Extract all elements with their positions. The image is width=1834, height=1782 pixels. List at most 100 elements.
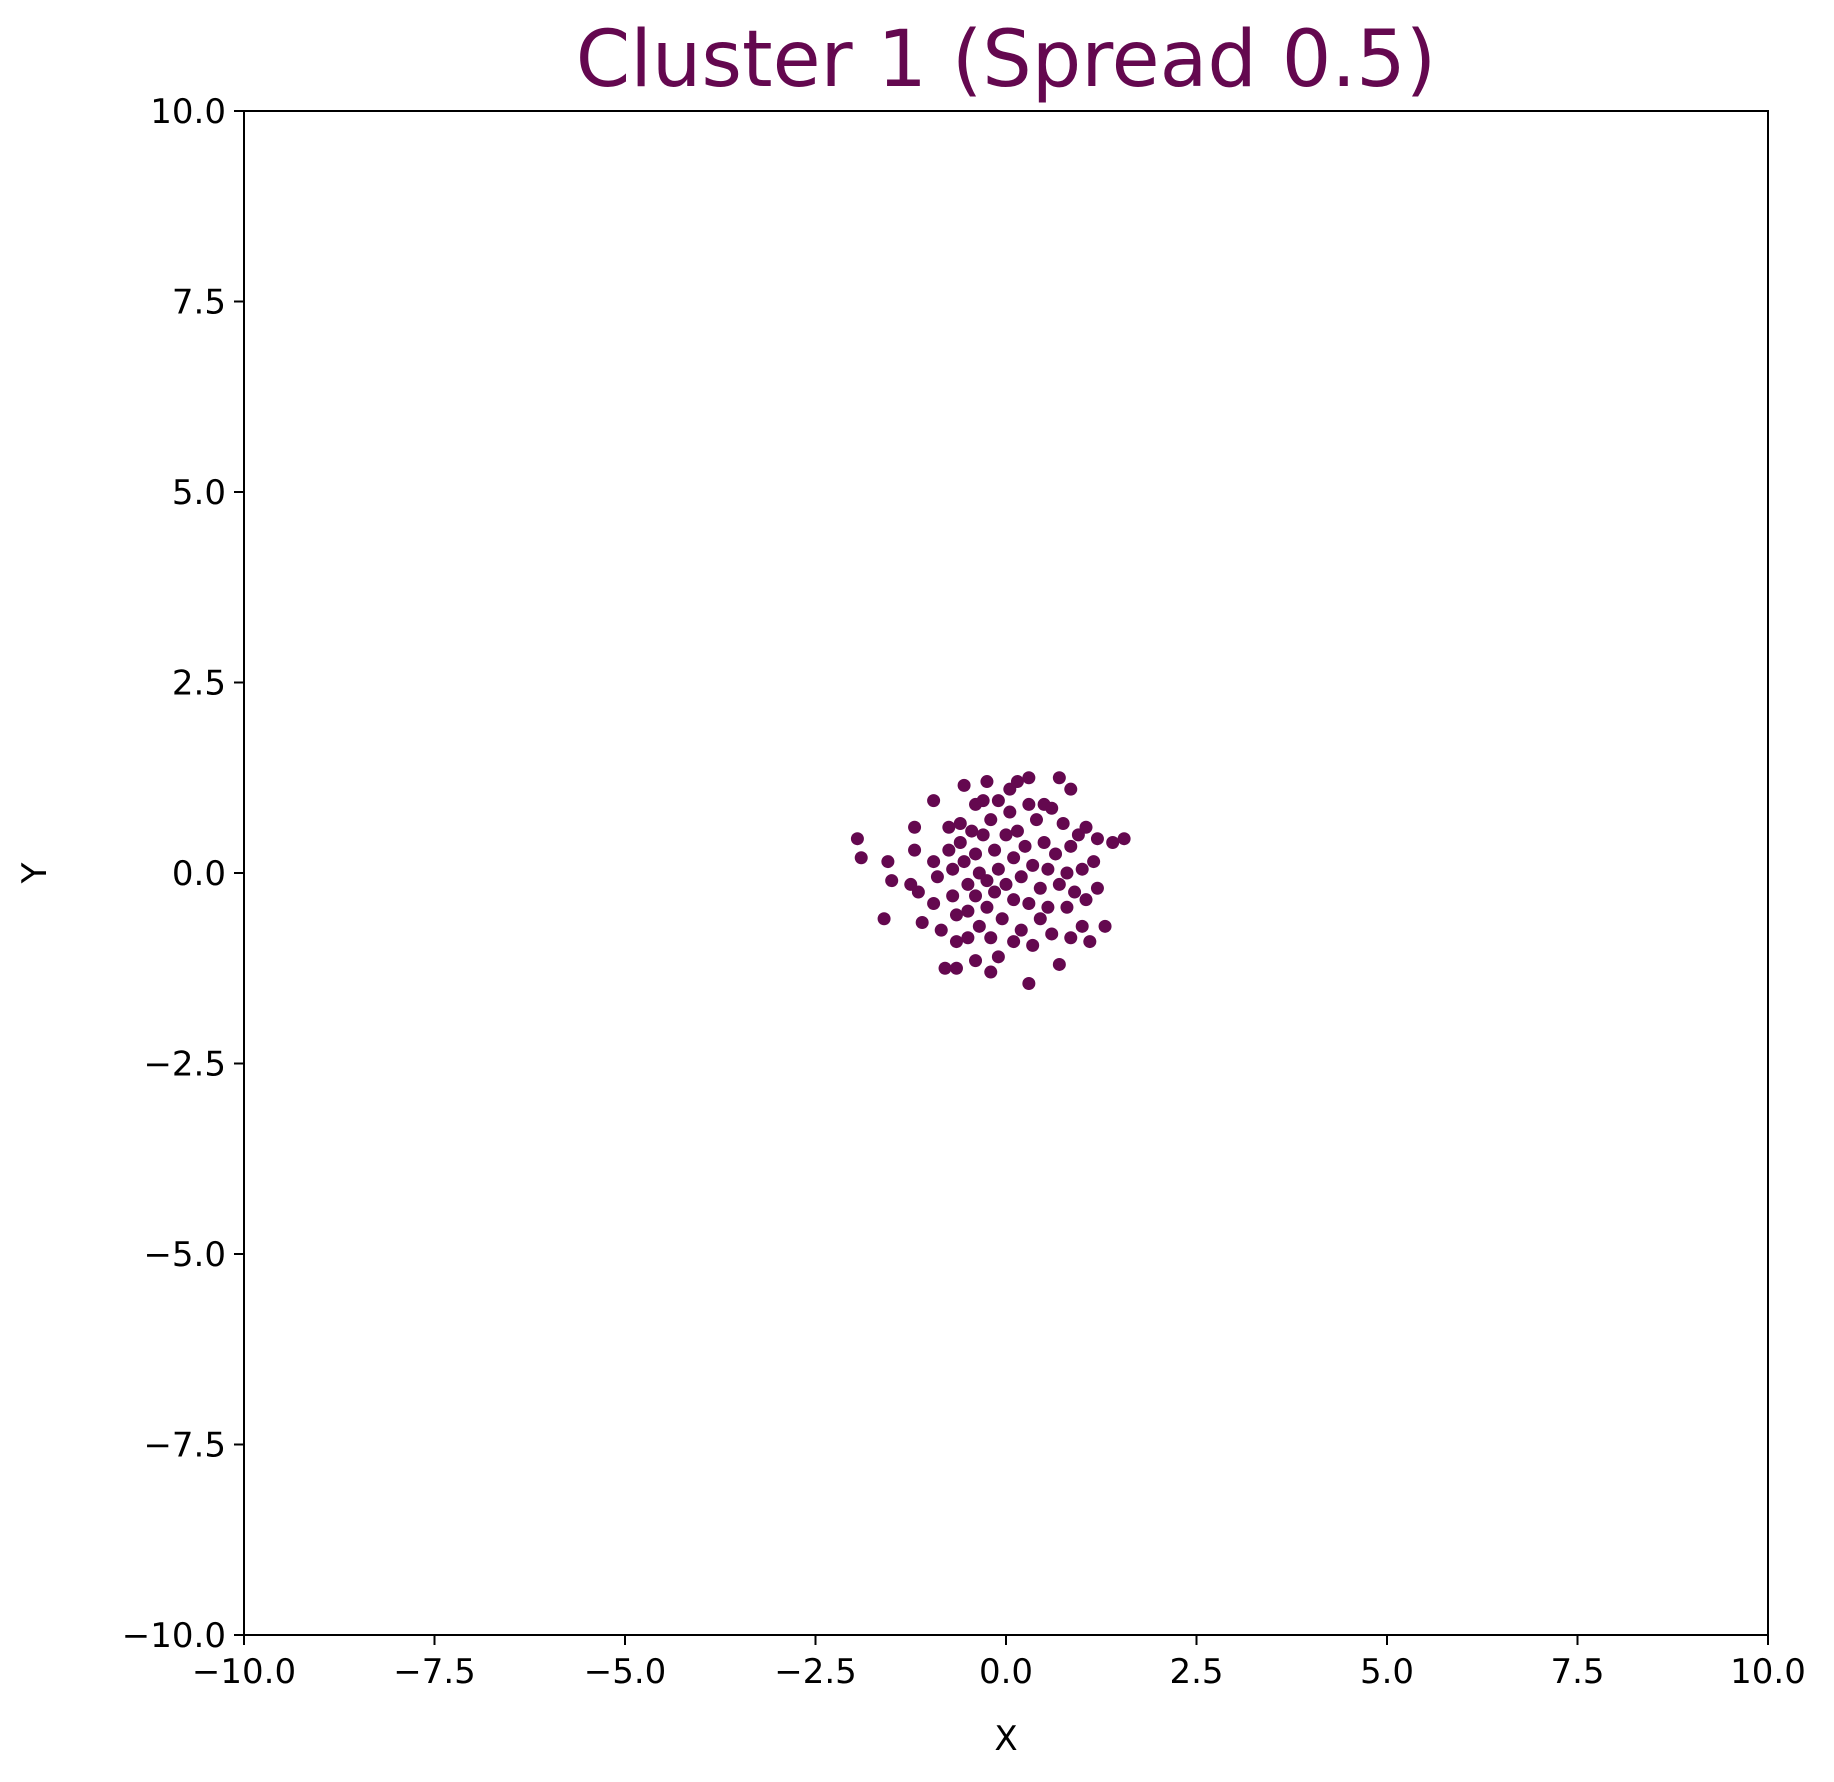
scatter-point bbox=[969, 954, 983, 968]
scatter-point bbox=[930, 870, 944, 884]
scatter-point bbox=[915, 916, 929, 930]
scatter-point bbox=[911, 885, 925, 899]
scatter-point bbox=[949, 935, 963, 949]
scatter-point bbox=[1022, 797, 1036, 811]
scatter-point bbox=[965, 824, 979, 838]
scatter-point bbox=[946, 862, 960, 876]
scatter-point bbox=[938, 961, 952, 975]
chart-title: Cluster 1 (Spread 0.5) bbox=[576, 15, 1436, 105]
y-tick-label: −7.5 bbox=[143, 1426, 226, 1466]
y-tick-label: 5.0 bbox=[172, 473, 226, 513]
scatter-point bbox=[976, 794, 990, 808]
y-tick-label: 2.5 bbox=[172, 664, 226, 704]
x-tick-label: 7.5 bbox=[1550, 1652, 1604, 1692]
x-tick-label: 10.0 bbox=[1730, 1652, 1806, 1692]
scatter-point bbox=[991, 950, 1005, 964]
scatter-point bbox=[953, 836, 967, 850]
scatter-point bbox=[957, 778, 971, 792]
scatter-point bbox=[991, 862, 1005, 876]
scatter-point bbox=[1045, 801, 1059, 815]
y-axis-title: Y bbox=[15, 862, 55, 884]
scatter-point bbox=[961, 931, 975, 945]
scatter-point bbox=[969, 847, 983, 861]
scatter-point bbox=[1052, 771, 1066, 785]
scatter-point bbox=[969, 889, 983, 903]
y-tick-label: −5.0 bbox=[143, 1235, 226, 1275]
scatter-point bbox=[1098, 919, 1112, 933]
scatter-point bbox=[988, 885, 1002, 899]
scatter-point bbox=[942, 843, 956, 857]
scatter-point bbox=[1010, 824, 1024, 838]
y-axis-title-group: Y bbox=[15, 862, 55, 884]
scatter-point bbox=[1068, 885, 1082, 899]
scatter-point bbox=[885, 874, 899, 888]
scatter-point bbox=[980, 775, 994, 789]
scatter-point bbox=[1064, 839, 1078, 853]
ticks-layer: −10.0 −7.5 −5.0 −2.5 0.0 2.5 5.0 7.5 10.0 −10.0 −7… bbox=[122, 92, 1806, 1692]
scatter-point bbox=[908, 820, 922, 834]
scatter-point bbox=[1045, 927, 1059, 941]
scatter-point bbox=[1007, 935, 1021, 949]
scatter-point bbox=[1018, 839, 1032, 853]
scatter-point bbox=[1064, 782, 1078, 796]
scatter-point bbox=[957, 855, 971, 869]
scatter-point bbox=[988, 843, 1002, 857]
y-tick-label: −10.0 bbox=[122, 1616, 226, 1656]
scatter-point bbox=[1090, 881, 1104, 895]
scatter-point bbox=[1049, 847, 1063, 861]
scatter-point bbox=[1026, 858, 1040, 872]
scatter-point bbox=[984, 931, 998, 945]
scatter-point bbox=[972, 919, 986, 933]
scatter-point bbox=[1033, 912, 1047, 926]
scatter-point bbox=[976, 828, 990, 842]
scatter-point bbox=[984, 965, 998, 979]
scatter-point bbox=[854, 851, 868, 865]
scatter-point bbox=[1083, 935, 1097, 949]
scatter-point bbox=[1029, 813, 1043, 827]
scatter-point bbox=[999, 877, 1013, 891]
scatter-point bbox=[999, 828, 1013, 842]
x-tick-label: −10.0 bbox=[192, 1652, 296, 1692]
scatter-point bbox=[1075, 862, 1089, 876]
scatter-point bbox=[850, 832, 864, 846]
scatter-point bbox=[1079, 893, 1093, 907]
x-tick-label: 5.0 bbox=[1360, 1652, 1414, 1692]
scatter-point bbox=[1090, 832, 1104, 846]
scatter-point bbox=[961, 877, 975, 891]
plot-frame bbox=[243, 110, 1769, 1636]
scatter-point bbox=[980, 874, 994, 888]
y-tick-label: 7.5 bbox=[172, 283, 226, 323]
scatter-point bbox=[949, 908, 963, 922]
x-axis-title: X bbox=[994, 1719, 1017, 1759]
scatter-point bbox=[942, 820, 956, 834]
y-tick-label: 0.0 bbox=[172, 854, 226, 894]
scatter-point bbox=[961, 904, 975, 918]
scatter-point bbox=[927, 896, 941, 910]
scatter-point bbox=[1052, 957, 1066, 971]
scatter-point bbox=[1026, 938, 1040, 952]
scatter-point bbox=[1037, 836, 1051, 850]
scatter-point bbox=[984, 813, 998, 827]
scatter-point bbox=[1007, 893, 1021, 907]
x-tick-label: −5.0 bbox=[584, 1652, 667, 1692]
scatter-point bbox=[1052, 877, 1066, 891]
scatter-point bbox=[1087, 855, 1101, 869]
y-tick-label: 10.0 bbox=[150, 92, 226, 132]
scatter-point bbox=[1007, 851, 1021, 865]
scatter-point bbox=[980, 900, 994, 914]
scatter-point bbox=[1022, 896, 1036, 910]
scatter-point bbox=[1010, 775, 1024, 789]
scatter-point bbox=[953, 816, 967, 830]
scatter-point bbox=[1014, 870, 1028, 884]
scatter-point bbox=[881, 855, 895, 869]
scatter-point bbox=[1079, 820, 1093, 834]
x-tick-label: −7.5 bbox=[393, 1652, 476, 1692]
x-tick-label: −2.5 bbox=[774, 1652, 857, 1692]
scatter-point bbox=[991, 794, 1005, 808]
scatter-point bbox=[1060, 866, 1074, 880]
scatter-point bbox=[1022, 976, 1036, 990]
scatter-point bbox=[1022, 771, 1036, 785]
scatter-point bbox=[927, 794, 941, 808]
scatter-point bbox=[927, 855, 941, 869]
